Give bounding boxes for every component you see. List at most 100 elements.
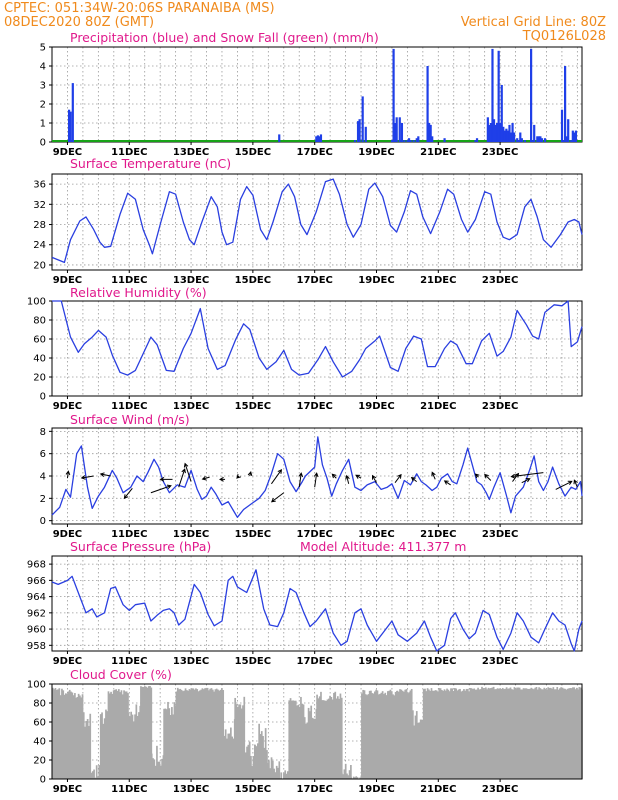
wind-arrow	[271, 468, 283, 485]
cloud-cover-bar	[242, 705, 244, 779]
cloud-cover-bar	[195, 688, 197, 779]
cloud-cover-title: Cloud Cover (%)	[70, 667, 172, 682]
plot-frame	[51, 555, 583, 652]
cloud-cover-bar	[302, 704, 305, 779]
temperature-title: Surface Temperature (nC)	[70, 156, 231, 171]
cloud-cover-bar	[187, 690, 189, 779]
precipitation-bar	[537, 136, 540, 142]
x-tick-label: 11DEC	[111, 147, 147, 158]
precipitation-bar	[506, 130, 510, 142]
pressure-panel: Surface Pressure (hPa) Model Altitude: 4…	[27, 539, 583, 667]
cloud-cover-bar	[200, 689, 202, 779]
cloud-cover-bar	[67, 691, 70, 779]
precipitation-bar	[500, 85, 503, 142]
cloud-cover-bar	[189, 689, 192, 779]
precipitation-bar	[353, 140, 357, 142]
cloud-cover-bar	[136, 715, 139, 779]
cloud-cover-bar	[264, 728, 267, 779]
cloud-cover-bar	[331, 699, 334, 779]
precipitation-bar	[474, 140, 477, 142]
cloud-cover-bar	[213, 691, 215, 779]
header-date: 08DEC2020 80Z (GMT)	[4, 15, 154, 30]
cloud-cover-bar	[460, 691, 463, 779]
cloud-cover-bar	[273, 768, 275, 779]
cloud-cover-bar	[388, 690, 390, 779]
cloud-cover-bar	[330, 696, 333, 779]
cloud-cover-bar	[146, 687, 149, 779]
cloud-cover-bar	[470, 688, 473, 779]
cloud-cover-bar	[334, 691, 337, 779]
cloud-cover-bar	[546, 689, 548, 779]
precipitation-bar	[443, 138, 446, 142]
x-tick-label: 13DEC	[173, 147, 209, 158]
cloud-cover-bar	[507, 688, 509, 779]
cloud-cover-bar	[490, 687, 492, 779]
precipitation-title: Precipitation (blue) and Snow Fall (gree…	[70, 30, 379, 45]
cloud-cover-bar	[52, 687, 54, 779]
cloud-cover-bar	[97, 776, 99, 779]
cloud-cover-bar	[274, 772, 277, 779]
cloud-cover-bar	[338, 698, 340, 779]
precipitation-bar	[519, 132, 522, 142]
cloud-cover-bar	[565, 689, 568, 779]
precipitation-bar	[67, 109, 71, 142]
cloud-cover-bar	[459, 688, 461, 779]
cloud-cover-bar	[448, 691, 451, 779]
cloud-cover-bar	[82, 712, 85, 779]
precipitation-bar	[319, 134, 323, 142]
cloud-cover-bar	[310, 705, 313, 779]
cloud-cover-bar	[450, 688, 452, 779]
cloud-cover-bar	[260, 731, 263, 779]
cloud-cover-bar	[534, 687, 537, 779]
cloud-cover-bar	[431, 690, 434, 779]
y-tick-label: 966	[27, 576, 46, 587]
x-tick-label: 17DEC	[296, 275, 332, 286]
cloud-cover-bar	[481, 686, 483, 779]
cloud-cover-bar	[251, 766, 254, 779]
x-tick-label: 19DEC	[358, 275, 394, 286]
cloud-cover-bar	[214, 689, 217, 779]
cloud-cover-bar	[110, 691, 112, 779]
cloud-cover-bar	[270, 757, 273, 779]
cloud-cover-bar	[401, 690, 404, 779]
precipitation-bar	[573, 132, 576, 142]
x-tick-label: 19DEC	[358, 529, 394, 540]
cloud-cover-bar	[551, 688, 553, 779]
y-tick-label: 4	[40, 62, 46, 73]
wind-arrow	[123, 487, 133, 500]
y-tick-label: 8	[40, 427, 46, 438]
cloud-cover-bar	[204, 688, 206, 779]
cloud-cover-bar	[384, 692, 387, 779]
precipitation-bar	[475, 138, 479, 142]
cloud-cover-bar	[512, 689, 514, 779]
cloud-cover-bar	[90, 772, 93, 779]
cloud-cover-bar	[53, 689, 55, 779]
cloud-cover-bar	[208, 690, 210, 779]
cloud-cover-bar	[336, 696, 339, 779]
cloud-cover-bar	[444, 690, 447, 779]
cloud-cover-bar	[275, 765, 278, 779]
wind-panel: Surface Wind (m/s) 0 2 4 6 8 9DEC 11DEC 13DEC 15…	[40, 412, 583, 540]
cloud-cover-bar	[152, 758, 154, 779]
cloud-cover-bar	[363, 690, 366, 779]
cloud-cover-bar	[124, 691, 127, 779]
x-tick-label: 23DEC	[482, 656, 518, 667]
precipitation-bar	[361, 96, 364, 142]
cloud-cover-bar	[185, 690, 188, 779]
cloud-cover-bar	[70, 691, 72, 779]
wind-arrow	[355, 474, 362, 479]
cloud-cover-bar	[447, 689, 450, 779]
cloud-cover-bar	[539, 688, 542, 779]
cloud-cover-bar	[559, 688, 561, 779]
plot-frame	[51, 173, 583, 271]
precipitation-bar	[403, 140, 406, 142]
cloud-cover-bar	[147, 686, 150, 779]
cloud-cover-bar	[374, 691, 376, 779]
cloud-cover-bar	[307, 707, 310, 779]
x-tick-label: 15DEC	[235, 529, 271, 540]
cloud-cover-bar	[150, 753, 153, 779]
cloud-cover-bar	[441, 690, 443, 779]
cloud-cover-bar	[509, 687, 512, 779]
precipitation-bar	[565, 136, 568, 142]
y-tick-label: 0	[40, 516, 46, 527]
